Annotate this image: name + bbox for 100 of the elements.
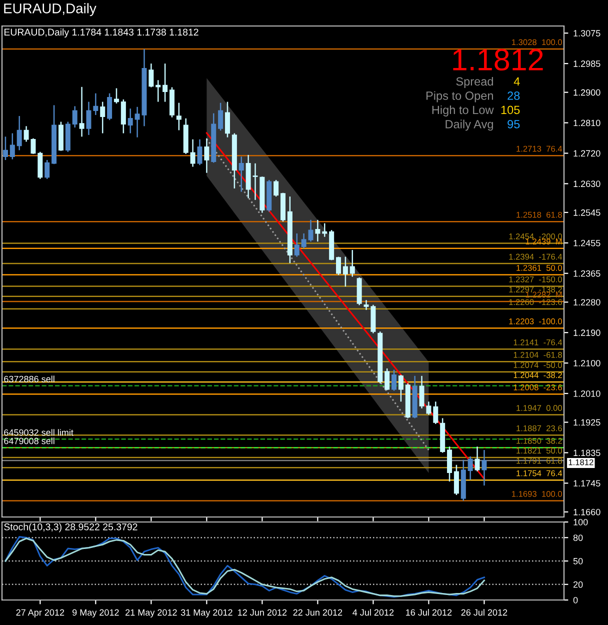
candlestick [72, 106, 78, 128]
y-tick-label: 1.2810 [574, 120, 600, 126]
y-tick-label: 1.2010 [574, 390, 600, 397]
y-tick-label: 50 [573, 558, 583, 564]
candlestick [274, 179, 279, 198]
candlestick [322, 222, 328, 238]
annotation: Spread [456, 76, 493, 88]
annotation: 28 [508, 92, 520, 100]
candlestick [2, 136, 8, 161]
ref-line-label: 1.1821 50.0 [516, 448, 562, 454]
candlestick [224, 101, 230, 138]
annotation: Daily Avg [446, 120, 493, 131]
candlestick [156, 80, 161, 102]
candlestick [482, 449, 487, 486]
candlestick [86, 101, 92, 136]
y-tick-label: 1.2455 [574, 240, 600, 246]
ref-line-label: 1.2074 -50.0 [514, 362, 562, 368]
x-tick-label: 16 Jul 2012 [406, 609, 452, 616]
y-tick-label: 1.2985 [574, 60, 600, 67]
y-tick-label: 1.1660 [574, 508, 600, 516]
y-tick-label: 20 [573, 581, 583, 588]
candlestick [454, 464, 459, 496]
x-tick-label: 4 Jul 2012 [352, 609, 394, 616]
ref-line-label: 1.2454 -200.0 [509, 233, 562, 240]
y-tick-label: 1.1925 [574, 419, 600, 426]
y-tick-label: 1.2280 [574, 299, 600, 306]
candlestick [294, 232, 300, 258]
x-tick-label: 9 May 2012 [72, 609, 119, 618]
chart-title: EURAUD,Daily [4, 3, 96, 16]
candlestick [308, 219, 314, 242]
y-tick-label: 0 [573, 596, 578, 604]
annotation: 4 [514, 77, 520, 86]
ref-line-label: 1.2518 61.8 [516, 212, 562, 218]
ref-line-label: 1.2104 -61.8 [514, 352, 562, 358]
candlestick [350, 249, 355, 278]
ref-line-label: 6479008 sell [4, 438, 54, 444]
y-tick-label: 1.3075 [574, 30, 600, 36]
ref-line-label: 1.2141 -76.4 [514, 339, 562, 346]
candlestick [474, 446, 480, 472]
candlestick [120, 98, 126, 134]
annotation: High to Low [432, 105, 494, 116]
ref-line-label: 1.1947 0.00 [516, 405, 562, 411]
chart-subtitle: EURAUD,Daily 1.1784 1.1843 1.1738 1.1812 [4, 28, 198, 38]
ref-line-label: 1.2203 -100.0 [509, 318, 562, 324]
candlestick [447, 446, 452, 482]
candlestick [190, 138, 196, 168]
x-tick-label: 22 Jun 2012 [293, 609, 342, 616]
x-tick-label: 21 May 2012 [126, 609, 177, 618]
candlestick [238, 156, 244, 192]
y-tick-label: 1.2100 [574, 360, 600, 366]
candlestick [301, 232, 306, 249]
ref-line-label: 6372886 sell [4, 376, 54, 382]
y-tick-label: 1.2900 [574, 89, 600, 96]
candlestick [16, 115, 22, 151]
candlestick [384, 368, 390, 391]
x-tick-label: 27 Apr 2012 [16, 609, 64, 618]
candlestick [398, 374, 404, 402]
candlestick [176, 102, 182, 131]
y-tick-label: 100 [574, 518, 588, 526]
ref-line-label: 1.2394 -176.4 [509, 254, 562, 260]
candlestick [218, 102, 224, 132]
y-tick-label: 1.2630 [574, 180, 600, 188]
ref-line-label: 1.2361 50.0 [516, 264, 562, 271]
candlestick [10, 132, 15, 160]
candlestick [468, 456, 473, 480]
ref-line-label: 1.2008 -23.6 [514, 384, 562, 390]
candlestick [162, 62, 168, 102]
candlestick [336, 256, 342, 276]
candlestick [342, 256, 348, 288]
ref-line-label: 1.1887 23.6 [516, 425, 562, 432]
ref-line-label: 1.2297 -138.2 [509, 286, 562, 292]
ref-line-label: 1.2327 -150.0 [509, 276, 562, 282]
annotation: 95 [508, 120, 520, 128]
candlestick [114, 88, 119, 104]
ref-line-label: 1.1850 38.2 [516, 438, 562, 444]
candlestick [93, 92, 98, 116]
chart-title: Stoch(10,3,3) 28.9522 25.3792 [4, 523, 138, 532]
candlestick [392, 369, 397, 392]
y-tick-label: 1.1835 [574, 450, 600, 456]
ref-line-label: 1.1693 100.0 [512, 490, 562, 497]
annotation: Pips to Open [426, 91, 493, 102]
annotation: 105 [501, 106, 520, 114]
candlestick [128, 108, 133, 134]
annotation: 1.1812 [453, 48, 543, 71]
y-tick-label: 1.2190 [574, 330, 600, 336]
y-tick-label: 1.1745 [574, 480, 600, 487]
y-tick-label: 80 [573, 534, 583, 541]
x-tick-label: 12 Jun 2012 [238, 609, 287, 616]
candlestick [433, 400, 438, 425]
candlestick [44, 159, 50, 180]
x-tick-label: 31 May 2012 [180, 609, 232, 618]
x-tick-label: 26 Jul 2012 [461, 609, 508, 616]
ref-line-label: 1.2044 -38.2 [514, 372, 562, 378]
candlestick [148, 62, 154, 88]
text: 1.1812 [568, 459, 594, 466]
candlestick [197, 138, 202, 166]
ref-line-label: 1.3028 100.0 [512, 39, 562, 46]
y-tick-label: 1.2720 [574, 150, 600, 157]
candlestick [107, 92, 112, 121]
candlestick [100, 101, 106, 134]
